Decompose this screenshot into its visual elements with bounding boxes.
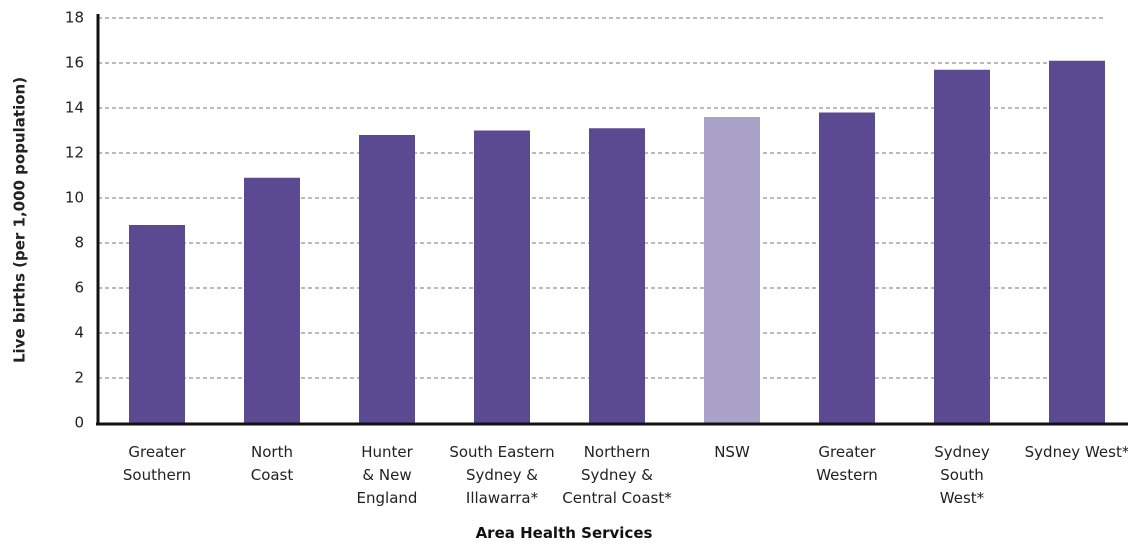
y-tick-label: 12 bbox=[65, 144, 84, 162]
bar bbox=[474, 130, 530, 423]
bar bbox=[819, 112, 875, 423]
y-tick-label: 14 bbox=[65, 99, 84, 117]
y-tick-label: 2 bbox=[74, 369, 84, 387]
y-axis-title: Live births (per 1,000 population) bbox=[11, 77, 29, 363]
x-tick-label: Greater Western bbox=[816, 443, 878, 484]
y-tick-label: 6 bbox=[74, 279, 84, 297]
bar bbox=[934, 69, 990, 423]
x-tick-label: NSW bbox=[714, 443, 750, 461]
bar bbox=[1049, 60, 1105, 423]
x-tick-label: Sydney South West* bbox=[934, 443, 990, 507]
x-tick-label: Hunter & New England bbox=[356, 443, 418, 507]
bar bbox=[129, 225, 185, 423]
y-tick-label: 8 bbox=[74, 234, 84, 252]
y-tick-label: 18 bbox=[65, 9, 84, 27]
x-tick-label: Northern Sydney & Central Coast* bbox=[562, 443, 672, 507]
x-tick-label: Sydney West* bbox=[1024, 443, 1128, 461]
y-tick-label: 10 bbox=[65, 189, 84, 207]
bar bbox=[704, 117, 760, 423]
x-axis-title: Area Health Services bbox=[475, 524, 653, 542]
x-tick-label: South Eastern Sydney & Illawarra* bbox=[449, 443, 555, 507]
x-tick-label: North Coast bbox=[250, 443, 294, 484]
y-tick-label: 0 bbox=[74, 414, 84, 432]
bar bbox=[359, 135, 415, 423]
y-tick-label: 16 bbox=[65, 54, 84, 72]
y-tick-label: 4 bbox=[74, 324, 84, 342]
x-tick-label: Greater Southern bbox=[122, 443, 192, 484]
bar bbox=[589, 128, 645, 423]
bar bbox=[244, 177, 300, 423]
